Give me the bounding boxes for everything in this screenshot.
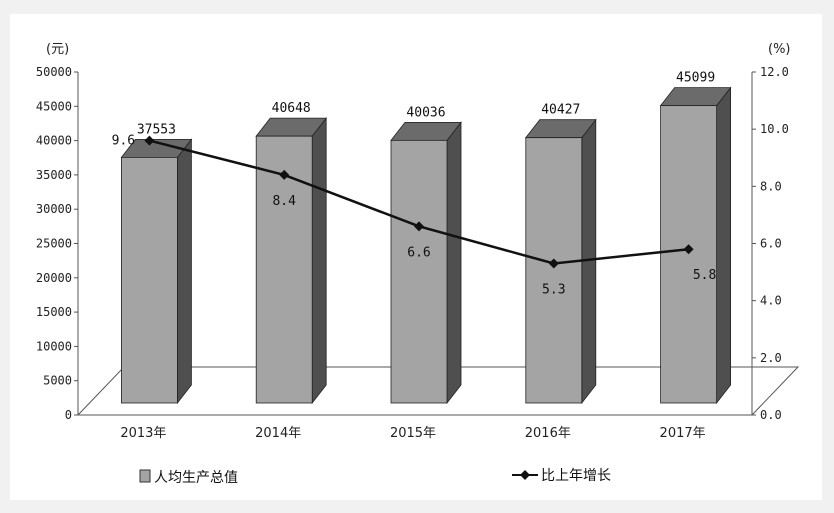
- line-value-label: 5.3: [542, 283, 565, 298]
- right-axis-tick-label: 4.0: [760, 294, 782, 308]
- left-axis-tick-label: 45000: [36, 99, 72, 113]
- left-axis-tick-label: 30000: [36, 202, 72, 216]
- bar-side-face: [446, 121, 462, 405]
- right-axis-tick-label: 0.0: [760, 408, 782, 422]
- category-label: 2017年: [660, 426, 706, 441]
- left-axis-tick-label: 5000: [43, 374, 72, 388]
- right-axis-tick-label: 10.0: [760, 122, 789, 136]
- right-axis-tick-label: 2.0: [760, 351, 782, 365]
- left-axis-tick-label: 10000: [36, 339, 72, 353]
- right-axis-tick-label: 12.0: [760, 65, 789, 79]
- legend: 人均生产总值 比上年增长: [139, 468, 611, 486]
- line-point: [548, 258, 559, 269]
- bar-side-face: [177, 138, 192, 405]
- category-label: 2015年: [390, 426, 436, 441]
- legend-bar-swatch: [139, 469, 151, 483]
- bar: [525, 137, 583, 404]
- line-point: [414, 221, 424, 232]
- bar-value-label: 40036: [406, 105, 445, 120]
- legend-line-label: 比上年增长: [541, 468, 611, 484]
- left-axis-tick-label: 50000: [36, 65, 72, 79]
- line-point: [683, 244, 694, 255]
- bar: [255, 135, 313, 404]
- bar: [121, 156, 178, 404]
- category-label: 2014年: [255, 426, 301, 441]
- category-label: 2013年: [120, 426, 166, 441]
- left-axis-tick-label: 20000: [36, 271, 72, 285]
- left-axis-unit: (元): [46, 42, 69, 57]
- right-axis-tick-label: 8.0: [760, 179, 782, 193]
- bar: [390, 139, 448, 404]
- right-y-axis: (%) 0.0 2.0 4.0 6.0 8.0 10.0 12.0: [751, 42, 791, 422]
- line-point: [279, 169, 290, 180]
- category-axis: 2013年 2014年 2015年 2016年 2017年: [120, 426, 705, 441]
- legend-line-marker: [520, 470, 530, 480]
- bar-value-label: 45099: [676, 71, 715, 86]
- left-axis-tick-label: 40000: [36, 134, 72, 148]
- right-axis-tick-label: 6.0: [760, 237, 782, 251]
- bar-value-label: 40648: [272, 101, 311, 116]
- bar-value-label: 40427: [541, 103, 580, 118]
- line-value-label: 6.6: [407, 245, 430, 260]
- left-y-axis: (元) 0 5000 10000 15000 20000 25000 30000 35000 4…: [36, 42, 79, 422]
- left-axis-tick-label: 0: [65, 408, 72, 422]
- left-axis-tick-label: 25000: [36, 237, 72, 251]
- line-value-label: 9.6: [112, 134, 135, 149]
- right-axis-unit: (%): [768, 42, 791, 57]
- bar-side-face: [311, 116, 327, 405]
- line-value-label: 5.8: [693, 268, 716, 283]
- category-label: 2016年: [525, 426, 571, 441]
- bar-value-label: 37553: [137, 122, 176, 137]
- legend-bar-label: 人均生产总值: [154, 470, 238, 486]
- left-axis-tick-label: 15000: [36, 305, 72, 319]
- line-value-label: 8.4: [272, 194, 296, 209]
- bar: [660, 105, 717, 404]
- left-axis-tick-label: 35000: [36, 168, 72, 182]
- line-point: [144, 135, 155, 146]
- line-series: 9.6 8.4 6.6 5.3 5.8: [112, 134, 717, 298]
- bar-series: 37553 40648 40036 40427 45099: [120, 71, 732, 405]
- bar-side-face: [716, 86, 731, 405]
